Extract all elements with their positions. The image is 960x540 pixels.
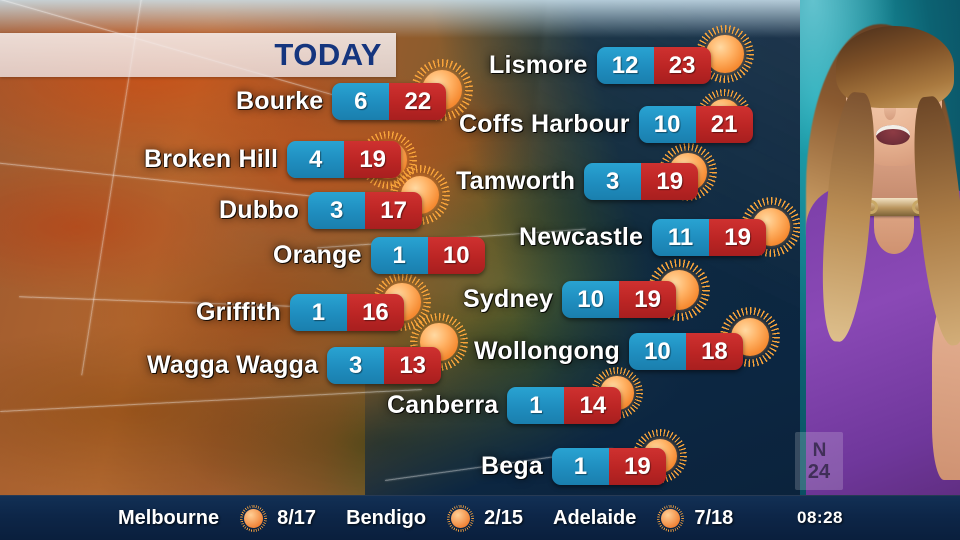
min-temperature: 6	[332, 83, 390, 120]
sun-icon	[706, 35, 744, 73]
max-temperature: 22	[389, 83, 447, 120]
sun-icon	[661, 508, 681, 528]
min-temperature: 12	[596, 47, 654, 84]
temperature-pill: 12 23	[596, 47, 711, 84]
city-forecast-row: Broken Hill 4 19	[144, 141, 402, 178]
min-temperature: 1	[289, 294, 347, 331]
city-forecast-row: Coffs Harbour 10 21	[459, 106, 753, 143]
clock-readout: 08:28	[797, 508, 843, 527]
banner-label: TODAY	[274, 37, 382, 72]
city-name-label: Griffith	[196, 298, 281, 326]
min-temperature: 10	[638, 106, 696, 143]
city-forecast-row: Bega 1 19	[481, 448, 666, 485]
max-temperature: 19	[619, 281, 677, 318]
channel-mark-icon: N	[812, 439, 827, 461]
min-temperature: 1	[370, 237, 428, 274]
min-temperature: 4	[287, 141, 345, 178]
max-temperature: 23	[653, 47, 711, 84]
temperature-pill: 10 18	[628, 333, 743, 370]
ticker-temperatures: 2/15	[484, 506, 523, 529]
sun-icon	[244, 508, 264, 528]
city-forecast-row: Tamworth 3 19	[456, 163, 699, 200]
city-name-label: Lismore	[489, 51, 588, 79]
min-temperature: 1	[507, 387, 565, 424]
channel-number: 24	[807, 460, 831, 483]
city-name-label: Canberra	[387, 391, 499, 419]
temperature-pill: 10 21	[638, 106, 753, 143]
city-name-label: Newcastle	[519, 223, 644, 251]
max-temperature: 18	[685, 333, 743, 370]
city-forecast-row: Orange 1 10	[273, 237, 485, 274]
temperature-pill: 4 19	[287, 141, 402, 178]
city-forecast-row: Wollongong 10 18	[474, 333, 743, 370]
city-forecast-row: Dubbo 3 17	[219, 192, 423, 229]
city-forecast-row: Canberra 1 14	[387, 387, 622, 424]
channel-logo-watermark: N 24	[795, 432, 843, 490]
city-forecast-row: Griffith 1 16	[196, 294, 404, 331]
city-name-label: Wollongong	[474, 337, 620, 365]
city-forecast-row: Lismore 12 23	[489, 47, 711, 84]
max-temperature: 13	[384, 347, 442, 384]
temperature-pill: 3 17	[308, 192, 423, 229]
presenter-video-area	[800, 0, 960, 540]
temperature-pill: 1 14	[507, 387, 622, 424]
city-name-label: Coffs Harbour	[459, 110, 630, 138]
ticker-city-name: Melbourne	[118, 506, 220, 529]
sun-icon	[699, 28, 751, 80]
sun-icon	[451, 508, 471, 528]
city-name-label: Wagga Wagga	[147, 351, 319, 379]
max-temperature: 14	[564, 387, 622, 424]
city-name-label: Broken Hill	[144, 145, 279, 173]
ticker-temperatures: 8/17	[277, 506, 317, 529]
temperature-pill: 6 22	[332, 83, 447, 120]
city-forecast-row: Bourke 6 22	[236, 83, 447, 120]
temperature-pill: 1 19	[551, 448, 666, 485]
temperature-pill: 3 13	[327, 347, 442, 384]
min-temperature: 3	[327, 347, 385, 384]
city-name-label: Bourke	[236, 87, 324, 115]
temperature-pill: 3 19	[584, 163, 699, 200]
city-forecast-row: Newcastle 11 19	[519, 219, 767, 256]
min-temperature: 3	[308, 192, 366, 229]
max-temperature: 19	[344, 141, 402, 178]
bottom-ticker-bar: Melbourne 8/17 Bendigo 2/15 Adelaide 7/18 08:…	[0, 495, 960, 540]
max-temperature: 19	[608, 448, 666, 485]
city-name-label: Orange	[273, 241, 362, 269]
temperature-pill: 10 19	[562, 281, 677, 318]
city-name-label: Dubbo	[219, 196, 300, 224]
ticker-temperatures: 7/18	[694, 506, 734, 529]
city-forecast-row: Sydney 10 19	[463, 281, 677, 318]
max-temperature: 17	[365, 192, 423, 229]
temperature-pill: 1 10	[370, 237, 485, 274]
ticker-city-name: Bendigo	[346, 506, 427, 529]
min-temperature: 11	[652, 219, 710, 256]
max-temperature: 21	[695, 106, 753, 143]
city-name-label: Tamworth	[456, 167, 576, 195]
ticker-city-list: Melbourne 8/17 Bendigo 2/15 Adelaide 7/18	[118, 507, 763, 530]
ticker-city-name: Adelaide	[553, 506, 637, 529]
temperature-pill: 11 19	[652, 219, 767, 256]
city-forecast-row: Wagga Wagga 3 13	[147, 347, 442, 384]
city-name-label: Sydney	[463, 285, 554, 313]
min-temperature: 3	[584, 163, 642, 200]
min-temperature: 10	[562, 281, 620, 318]
city-name-label: Bega	[481, 452, 543, 480]
min-temperature: 10	[628, 333, 686, 370]
presenter-mouth	[876, 125, 910, 145]
temperature-pill: 1 16	[289, 294, 404, 331]
max-temperature: 16	[346, 294, 404, 331]
today-banner: TODAY	[0, 33, 396, 77]
max-temperature: 19	[641, 163, 699, 200]
max-temperature: 10	[427, 237, 485, 274]
min-temperature: 1	[551, 448, 609, 485]
max-temperature: 19	[709, 219, 767, 256]
